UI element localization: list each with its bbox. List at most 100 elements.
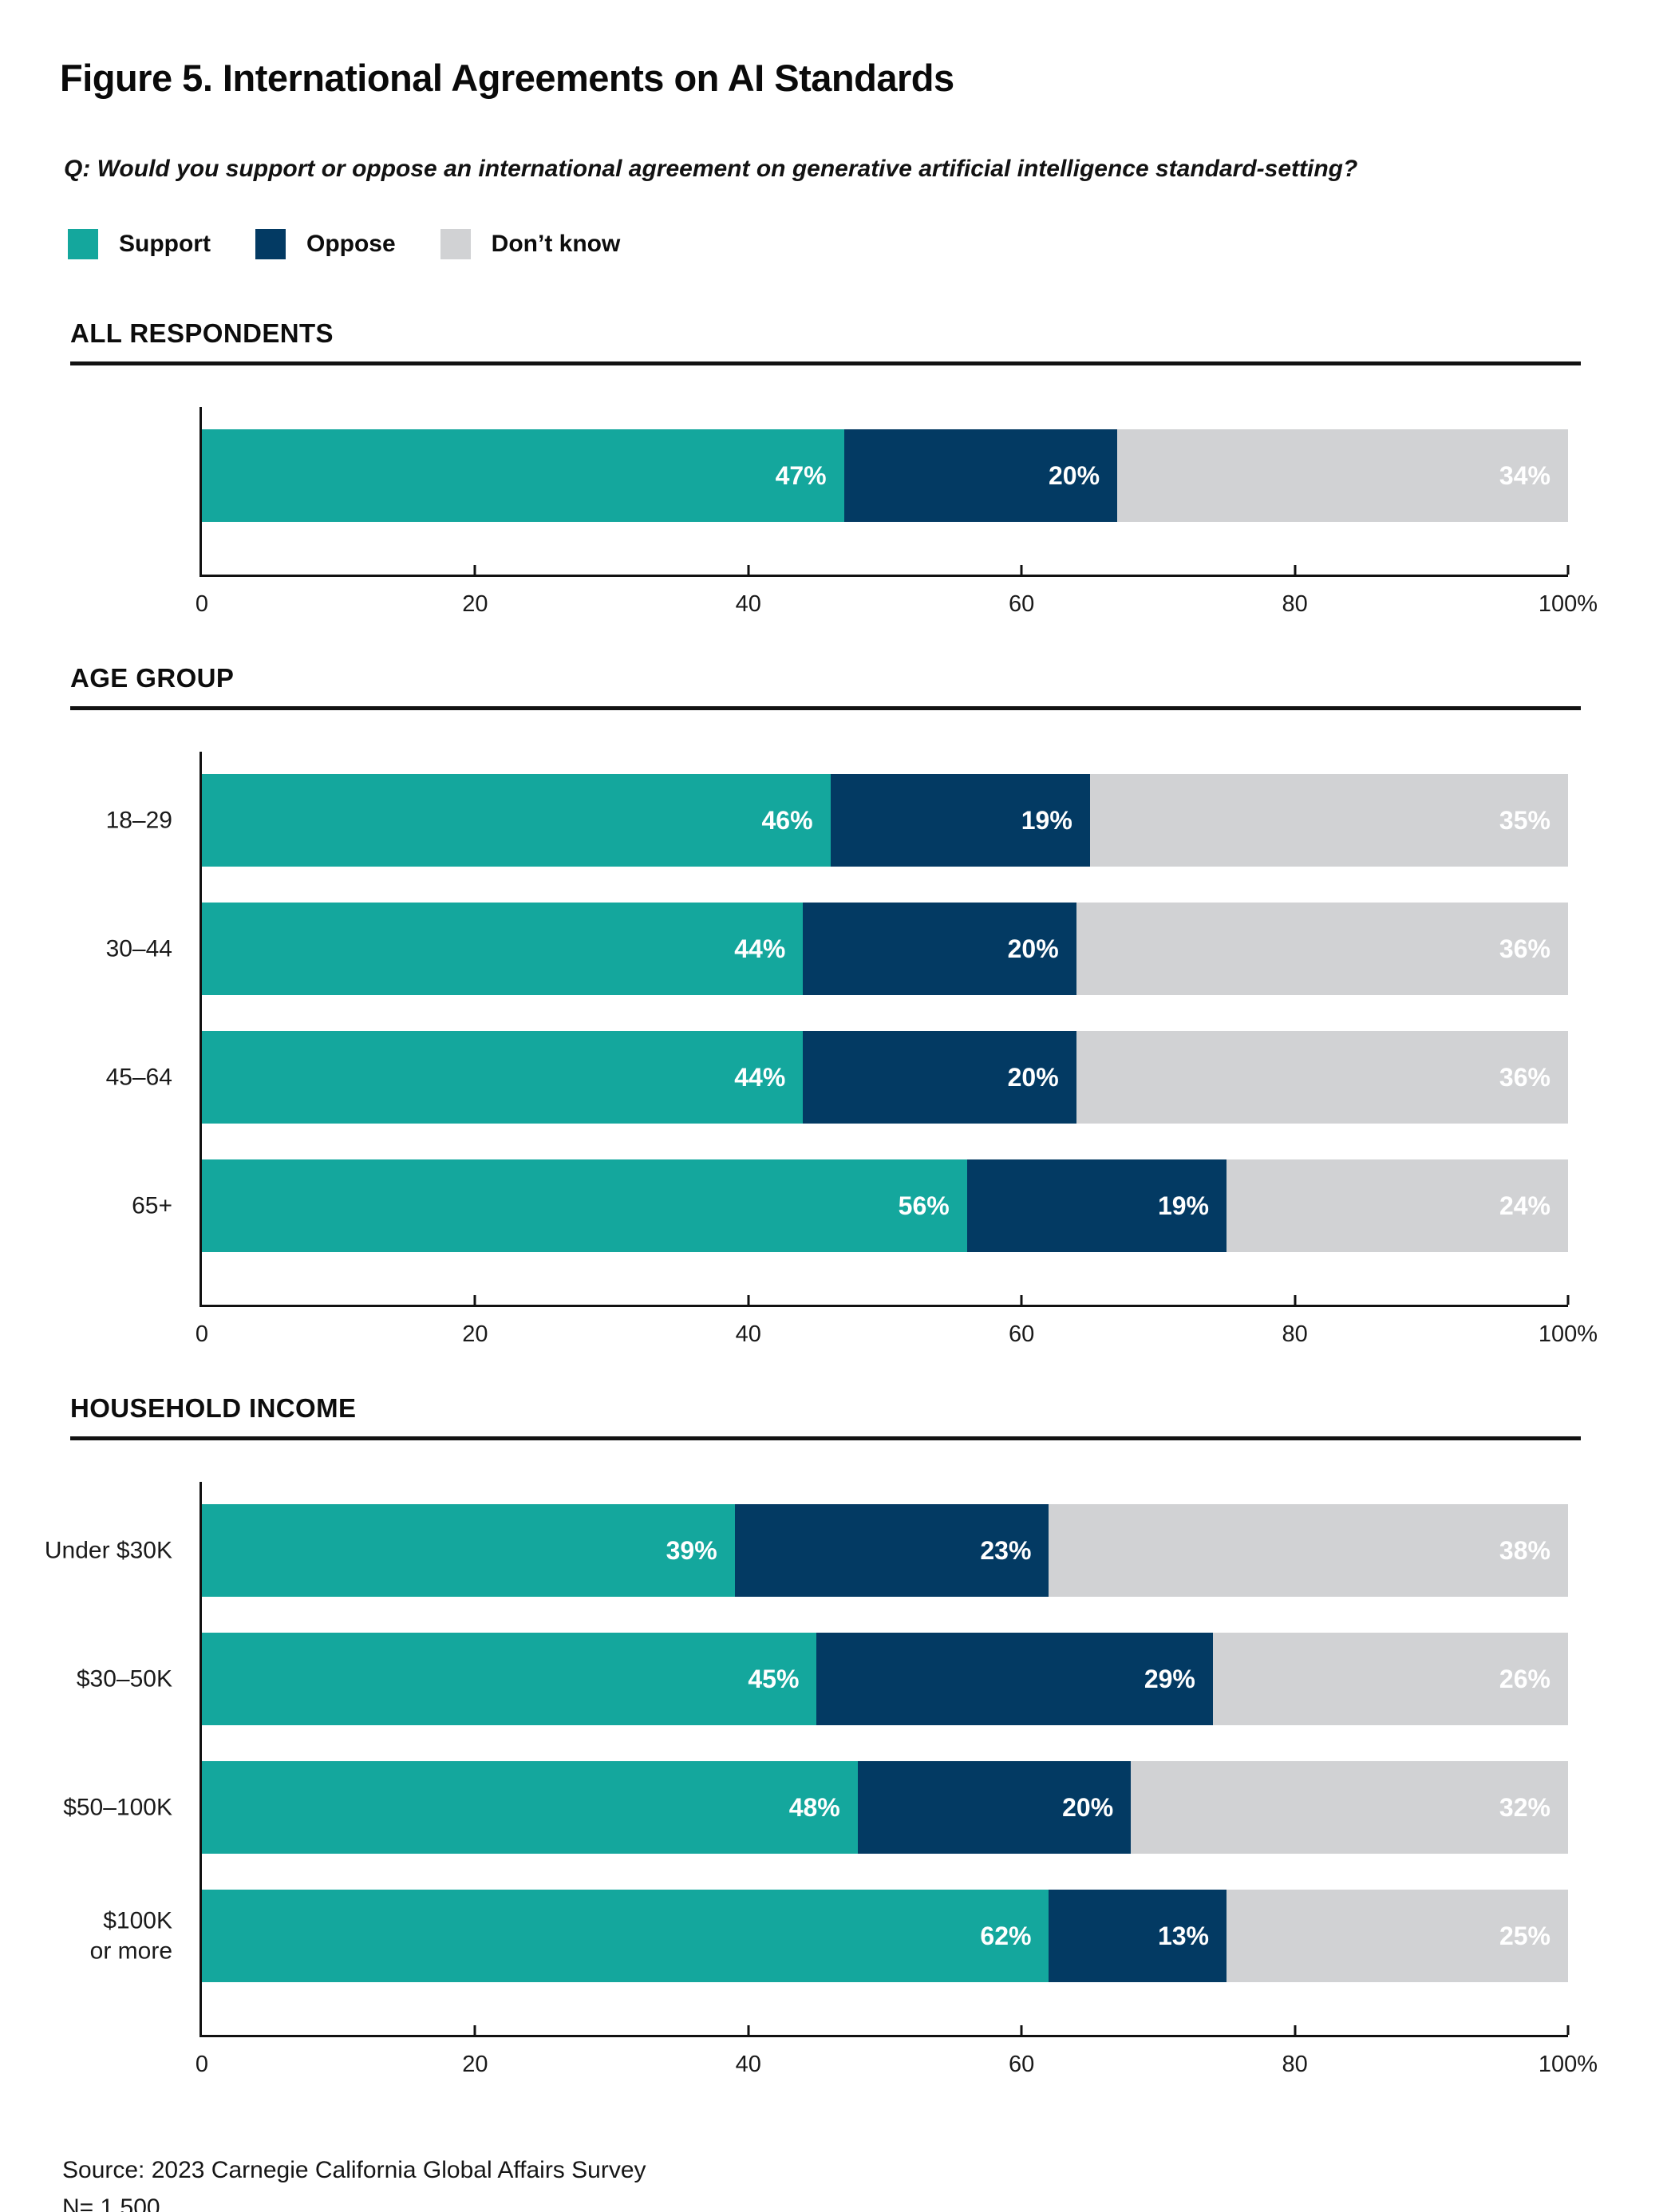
chart-all-respondents: 47% 20% 34% 0 20 40 60 80 100% bbox=[35, 407, 1663, 618]
bar-segment-dont-know: 34% bbox=[1117, 429, 1568, 522]
axis-tick-label: 80 bbox=[1282, 2052, 1308, 2077]
bar-value-label: 62% bbox=[980, 1921, 1032, 1950]
category-label: $30–50K bbox=[76, 1665, 172, 1693]
stacked-bar: 46% 19% 35% bbox=[202, 774, 1568, 867]
bar-segment-dont-know: 36% bbox=[1076, 903, 1568, 995]
axis-tick-labels: 0 20 40 60 80 100% bbox=[196, 577, 1598, 618]
section-all-respondents: ALL RESPONDENTS 47% 20% 34% 0 20 40 60 80 100% bbox=[0, 318, 1663, 618]
axis-tick-label: 40 bbox=[735, 2052, 761, 2077]
bar-value-label: 34% bbox=[1499, 460, 1550, 490]
stacked-bar: 44% 20% 36% bbox=[202, 1031, 1568, 1124]
bar-value-label: 23% bbox=[980, 1535, 1032, 1565]
plot-area: Under $30K 39% 23% 38% $30–50K 45% 29% 26% $50–1… bbox=[45, 1482, 1570, 2037]
stacked-bar: 56% 19% 24% bbox=[202, 1159, 1568, 1252]
chart-age-group: 18–29 46% 19% 35% 30–44 44% 20% 36% 45–64 44% 20% 3… bbox=[35, 752, 1663, 1349]
plot-area: 18–29 46% 19% 35% 30–44 44% 20% 36% 45–64 44% 20% 3… bbox=[106, 752, 1570, 1307]
legend: Support Oppose Don’t know bbox=[68, 229, 1663, 259]
axis-tick bbox=[1294, 565, 1297, 575]
section-household-income: HOUSEHOLD INCOME Under $30K 39% 23% 38% $30–5… bbox=[0, 1393, 1663, 2079]
bar-value-label: 29% bbox=[1144, 1664, 1195, 1693]
section-rule bbox=[70, 361, 1581, 365]
bar-value-label: 38% bbox=[1499, 1535, 1550, 1565]
bar-value-label: 48% bbox=[788, 1792, 840, 1822]
axis-tick bbox=[473, 2025, 476, 2035]
section-header-age-group: AGE GROUP bbox=[70, 663, 235, 693]
bar-value-label: 13% bbox=[1157, 1921, 1209, 1950]
bar-value-label: 56% bbox=[898, 1191, 950, 1220]
bar-segment-dont-know: 26% bbox=[1212, 1633, 1568, 1725]
bar-value-label: 45% bbox=[748, 1664, 800, 1693]
chart-household-income: Under $30K 39% 23% 38% $30–50K 45% 29% 26% $50–1… bbox=[35, 1482, 1663, 2079]
question-text: Q: Would you support or oppose an intern… bbox=[64, 156, 1358, 182]
legend-label-oppose: Oppose bbox=[306, 231, 396, 257]
bar-row-100k-or-more: $100K or more 62% 13% 25% bbox=[90, 1890, 1568, 1982]
bar-value-label: 47% bbox=[775, 460, 827, 490]
bar-value-label: 26% bbox=[1499, 1664, 1550, 1693]
bar-segment-oppose: 13% bbox=[1049, 1890, 1227, 1982]
axis-tick-labels: 0 20 40 60 80 100% bbox=[196, 2037, 1598, 2079]
legend-label-support: Support bbox=[119, 231, 211, 257]
axis-tick bbox=[1020, 2025, 1023, 2035]
axis-tick-label: 60 bbox=[1009, 591, 1035, 617]
legend-swatch-support bbox=[68, 229, 98, 259]
axis-tick-label: 40 bbox=[735, 1321, 761, 1347]
axis-tick-label: 0 bbox=[195, 2052, 209, 2077]
bar-segment-oppose: 20% bbox=[857, 1761, 1132, 1854]
bar-segment-oppose: 19% bbox=[966, 1159, 1227, 1252]
bar-segment-support: 56% bbox=[202, 1159, 967, 1252]
axis-tick-label: 0 bbox=[195, 591, 209, 617]
source-block: Source: 2023 Carnegie California Global … bbox=[62, 2152, 1663, 2212]
bar-segment-dont-know: 25% bbox=[1226, 1890, 1568, 1982]
legend-swatch-oppose bbox=[255, 229, 286, 259]
category-label: Under $30K bbox=[44, 1537, 172, 1564]
figure-title: Figure 5. International Agreements on AI… bbox=[60, 57, 954, 99]
bar-row-18-29: 18–29 46% 19% 35% bbox=[106, 774, 1568, 867]
bar-row-50-100k: $50–100K 48% 20% 32% bbox=[63, 1761, 1568, 1854]
source-text: Source: 2023 Carnegie California Global … bbox=[62, 2157, 646, 2183]
axis-tick bbox=[1566, 1295, 1570, 1305]
axis-tick bbox=[473, 1295, 476, 1305]
axis-tick bbox=[747, 2025, 750, 2035]
axis-tick bbox=[1020, 1295, 1023, 1305]
axis-tick bbox=[747, 565, 750, 575]
category-label: $100K or more bbox=[89, 1907, 172, 1965]
legend-item-dont-know: Don’t know bbox=[440, 229, 621, 259]
bar-value-label: 44% bbox=[734, 934, 786, 963]
section-header-household-income: HOUSEHOLD INCOME bbox=[70, 1393, 357, 1423]
bar-value-label: 24% bbox=[1499, 1191, 1550, 1220]
legend-item-oppose: Oppose bbox=[255, 229, 396, 259]
bar-row-45-64: 45–64 44% 20% 36% bbox=[106, 1031, 1568, 1124]
bar-segment-support: 39% bbox=[202, 1504, 735, 1597]
category-label: 30–44 bbox=[105, 935, 172, 962]
category-label: $50–100K bbox=[63, 1794, 172, 1821]
axis-tick-labels: 0 20 40 60 80 100% bbox=[196, 1307, 1598, 1349]
legend-swatch-dont-know bbox=[440, 229, 471, 259]
legend-label-dont-know: Don’t know bbox=[491, 231, 621, 257]
axis-tick bbox=[1294, 1295, 1297, 1305]
bar-segment-dont-know: 36% bbox=[1076, 1031, 1568, 1124]
bar-value-label: 20% bbox=[1007, 934, 1059, 963]
bar-value-label: 20% bbox=[1062, 1792, 1114, 1822]
axis-tick-label: 60 bbox=[1009, 2052, 1035, 2077]
bar-row-30-44: 30–44 44% 20% 36% bbox=[106, 903, 1568, 995]
bar-value-label: 19% bbox=[1157, 1191, 1209, 1220]
axis-tick bbox=[747, 1295, 750, 1305]
section-age-group: AGE GROUP 18–29 46% 19% 35% 30–44 44% 20% 36% 45–… bbox=[0, 663, 1663, 1349]
bar-segment-oppose: 23% bbox=[734, 1504, 1049, 1597]
bar-row-30-50k: $30–50K 45% 29% 26% bbox=[77, 1633, 1568, 1725]
bar-segment-support: 44% bbox=[202, 1031, 804, 1124]
bar-segment-support: 48% bbox=[202, 1761, 858, 1854]
bar-value-label: 46% bbox=[761, 805, 813, 835]
bar-value-label: 20% bbox=[1007, 1062, 1059, 1092]
bar-segment-oppose: 19% bbox=[830, 774, 1090, 867]
bar-segment-support: 46% bbox=[202, 774, 831, 867]
axis-tick-label: 60 bbox=[1009, 1321, 1035, 1347]
axis-tick-label: 20 bbox=[462, 1321, 488, 1347]
axis-tick-label: 0 bbox=[195, 1321, 209, 1347]
bar-segment-dont-know: 24% bbox=[1226, 1159, 1568, 1252]
charts: ALL RESPONDENTS 47% 20% 34% 0 20 40 60 80 100% AGE… bbox=[0, 318, 1663, 2079]
axis-tick-label: 80 bbox=[1282, 591, 1308, 617]
bar-value-label: 36% bbox=[1499, 1062, 1550, 1092]
section-rule bbox=[70, 1436, 1581, 1440]
bar-value-label: 44% bbox=[734, 1062, 786, 1092]
